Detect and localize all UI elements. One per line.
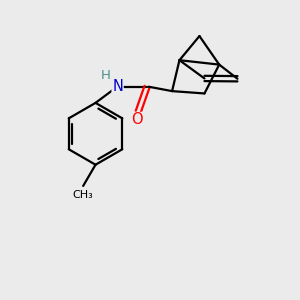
Text: CH₃: CH₃	[72, 190, 93, 200]
Text: O: O	[131, 112, 142, 128]
Text: N: N	[112, 79, 123, 94]
Text: H: H	[100, 69, 110, 82]
